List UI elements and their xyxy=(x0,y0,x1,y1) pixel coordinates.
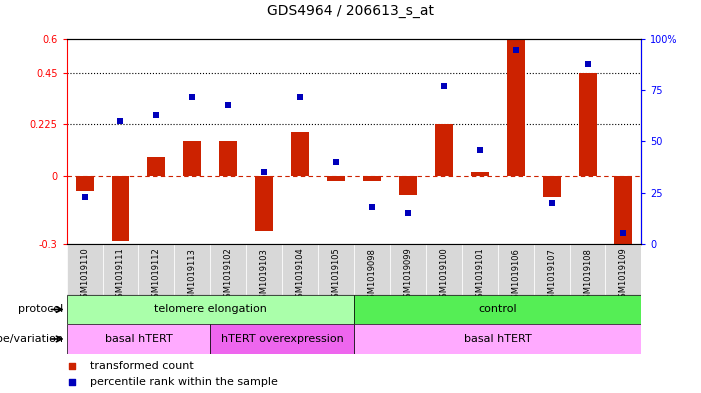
Text: GSM1019111: GSM1019111 xyxy=(116,248,125,303)
Text: GSM1019101: GSM1019101 xyxy=(475,248,484,303)
Bar xyxy=(354,244,390,295)
Bar xyxy=(615,176,632,248)
Bar xyxy=(147,157,165,176)
Bar xyxy=(498,244,533,295)
Point xyxy=(402,210,414,216)
Bar xyxy=(363,176,381,181)
Point xyxy=(115,118,126,124)
Text: GSM1019104: GSM1019104 xyxy=(296,248,305,303)
Text: protocol: protocol xyxy=(18,305,63,314)
Bar xyxy=(435,125,453,176)
Bar xyxy=(67,244,102,295)
Bar xyxy=(175,244,210,295)
Text: GSM1019112: GSM1019112 xyxy=(152,248,161,303)
Text: GSM1019106: GSM1019106 xyxy=(511,248,520,304)
Bar xyxy=(354,295,641,324)
Text: hTERT overexpression: hTERT overexpression xyxy=(221,334,343,344)
Point xyxy=(438,83,449,90)
Text: GSM1019107: GSM1019107 xyxy=(547,248,556,304)
Bar xyxy=(507,39,524,176)
Point xyxy=(367,204,378,210)
Bar xyxy=(354,324,641,354)
Bar xyxy=(210,324,354,354)
Bar xyxy=(578,73,597,176)
Bar xyxy=(291,132,309,176)
Bar xyxy=(246,244,282,295)
Text: transformed count: transformed count xyxy=(90,361,193,371)
Point xyxy=(474,147,485,153)
Bar xyxy=(111,176,130,241)
Bar xyxy=(210,244,246,295)
Point xyxy=(223,101,234,108)
Text: GSM1019113: GSM1019113 xyxy=(188,248,197,304)
Text: GSM1019103: GSM1019103 xyxy=(259,248,268,304)
Text: GSM1019109: GSM1019109 xyxy=(619,248,628,303)
Point xyxy=(259,169,270,175)
Text: control: control xyxy=(478,305,517,314)
Point xyxy=(582,61,593,67)
Bar xyxy=(390,244,426,295)
Point xyxy=(186,94,198,100)
Point xyxy=(618,230,629,237)
Bar xyxy=(138,244,175,295)
Point xyxy=(294,94,306,100)
Bar xyxy=(569,244,606,295)
Text: GSM1019099: GSM1019099 xyxy=(403,248,412,303)
Point xyxy=(79,193,90,200)
Bar xyxy=(543,176,561,197)
Text: GSM1019105: GSM1019105 xyxy=(332,248,341,303)
Bar xyxy=(327,176,345,181)
Text: basal hTERT: basal hTERT xyxy=(104,334,172,344)
Bar xyxy=(462,244,498,295)
Point xyxy=(401,159,412,165)
Point xyxy=(151,112,162,118)
Bar xyxy=(471,172,489,176)
Point xyxy=(510,46,522,53)
Bar xyxy=(219,141,237,176)
Text: basal hTERT: basal hTERT xyxy=(464,334,531,344)
Bar xyxy=(606,244,641,295)
Bar xyxy=(184,141,201,176)
Text: telomere elongation: telomere elongation xyxy=(154,305,267,314)
Text: genotype/variation: genotype/variation xyxy=(0,334,63,344)
Bar xyxy=(102,244,139,295)
Bar xyxy=(399,176,417,195)
Bar xyxy=(76,176,93,191)
Bar xyxy=(426,244,462,295)
Point xyxy=(546,200,557,206)
Bar xyxy=(67,324,210,354)
Bar xyxy=(533,244,569,295)
Text: GSM1019110: GSM1019110 xyxy=(80,248,89,303)
Point xyxy=(330,159,341,165)
Text: GSM1019102: GSM1019102 xyxy=(224,248,233,303)
Bar xyxy=(283,244,318,295)
Bar xyxy=(255,176,273,231)
Point xyxy=(401,304,412,310)
Bar xyxy=(67,295,354,324)
Text: GSM1019098: GSM1019098 xyxy=(367,248,376,304)
Text: GSM1019108: GSM1019108 xyxy=(583,248,592,304)
Text: percentile rank within the sample: percentile rank within the sample xyxy=(90,377,278,387)
Bar xyxy=(318,244,354,295)
Text: GDS4964 / 206613_s_at: GDS4964 / 206613_s_at xyxy=(267,4,434,18)
Text: GSM1019100: GSM1019100 xyxy=(440,248,449,303)
